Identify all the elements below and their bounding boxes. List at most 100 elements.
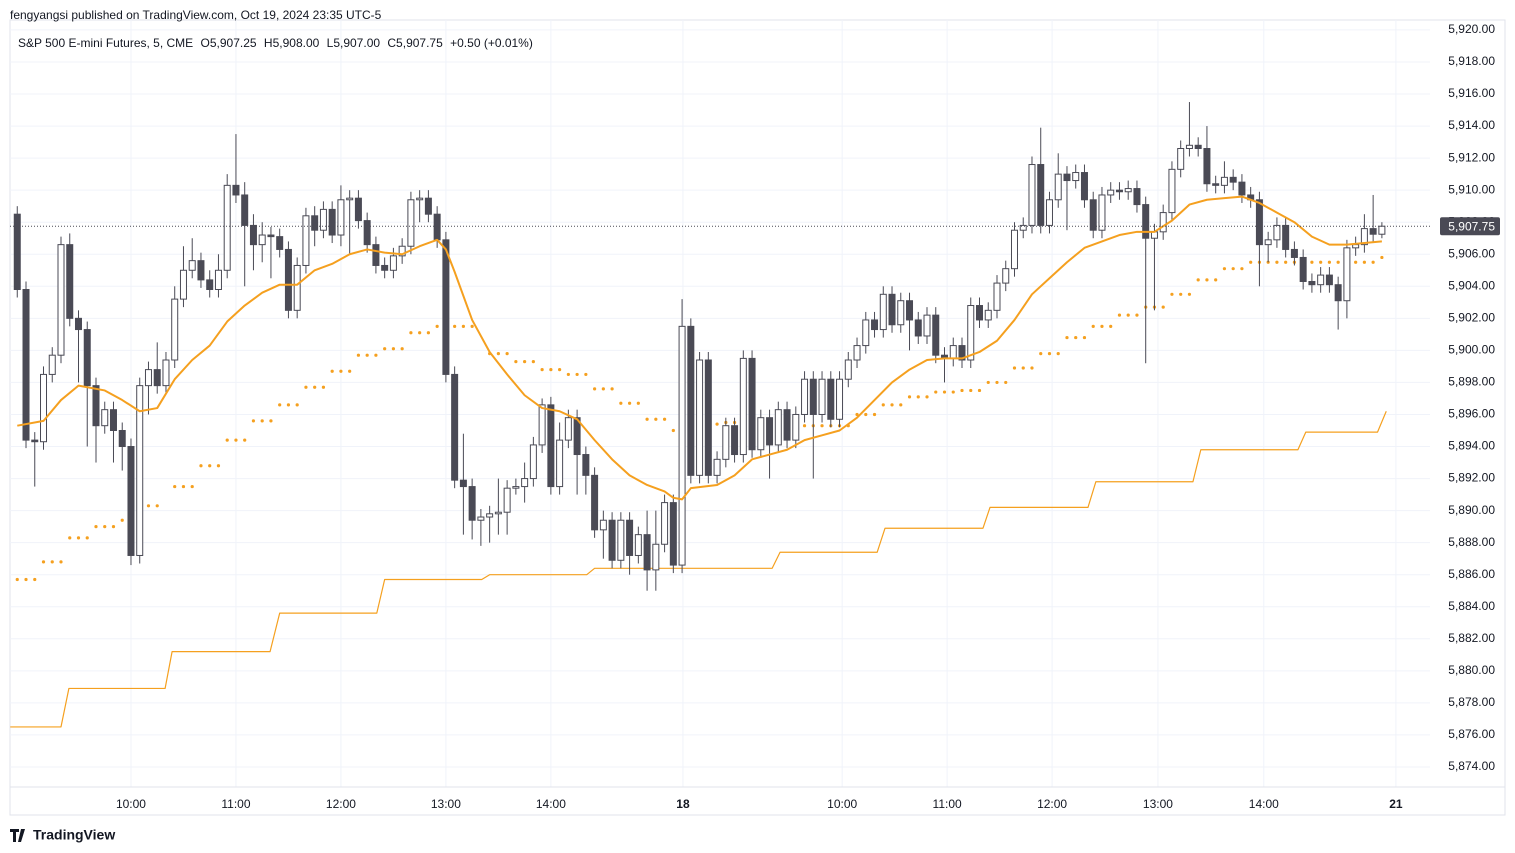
dot xyxy=(313,385,317,389)
x-tick-label: 11:00 xyxy=(933,797,962,811)
candle-body xyxy=(188,260,196,271)
y-tick-label: 5,890.00 xyxy=(1448,503,1495,517)
candle-body xyxy=(1133,188,1141,206)
dot xyxy=(15,577,19,582)
dot xyxy=(549,368,553,372)
dot xyxy=(1065,335,1069,340)
plot xyxy=(10,102,1430,728)
y-tick-label: 5,876.00 xyxy=(1448,727,1495,741)
y-tick-label: 5,898.00 xyxy=(1448,375,1495,389)
y-tick-label: 5,900.00 xyxy=(1448,343,1495,357)
dot xyxy=(1074,335,1078,340)
candle-body xyxy=(127,446,135,556)
ema-line xyxy=(17,195,1382,501)
candle-body xyxy=(83,329,91,387)
candle-body xyxy=(337,199,345,236)
candle-body xyxy=(328,208,336,236)
ohlc-low: L5,907.00 xyxy=(327,36,381,50)
x-tick-label: 21 xyxy=(1389,797,1403,811)
dot xyxy=(1100,324,1104,328)
dot xyxy=(173,484,177,489)
candle-body xyxy=(512,486,520,489)
candle-body xyxy=(888,293,896,326)
legend: S&P 500 E-mini Futures, 5, CME O5,907.25… xyxy=(18,36,533,50)
candle-body xyxy=(1369,228,1377,235)
y-tick-label: 5,896.00 xyxy=(1448,407,1495,421)
dot xyxy=(1030,366,1034,370)
candle-body xyxy=(748,357,756,451)
candle-body xyxy=(809,378,817,415)
dot xyxy=(820,424,824,428)
candle-body xyxy=(984,309,992,321)
dot xyxy=(1240,267,1244,271)
dot xyxy=(41,560,46,564)
ohlc-close: C5,907.75 xyxy=(387,36,443,50)
dot xyxy=(470,324,474,328)
candle-body xyxy=(354,197,362,222)
dot xyxy=(899,403,903,407)
candle-body xyxy=(1037,164,1045,226)
dot xyxy=(269,419,273,423)
dot xyxy=(1039,351,1043,356)
dot xyxy=(1336,260,1340,264)
dot xyxy=(146,504,151,508)
dot xyxy=(304,385,308,389)
dot xyxy=(934,390,938,394)
symbol: S&P 500 E-mini Futures, 5, CME xyxy=(18,36,193,50)
dot xyxy=(330,369,334,373)
y-tick-label: 5,902.00 xyxy=(1448,311,1495,325)
tradingview-logo: TradingView xyxy=(10,827,115,843)
candle-body xyxy=(1028,164,1036,226)
dot xyxy=(925,395,929,399)
candle-body xyxy=(949,345,957,359)
ohlc-high: H5,908.00 xyxy=(264,36,320,50)
candle-body xyxy=(626,519,634,556)
candle-body xyxy=(1343,247,1351,302)
dot xyxy=(1196,278,1200,282)
y-tick-label: 5,906.00 xyxy=(1448,246,1495,260)
candle-body xyxy=(1299,256,1307,282)
candle-body xyxy=(1089,199,1097,231)
dot xyxy=(1327,260,1332,264)
dot xyxy=(1161,305,1165,309)
dot xyxy=(496,351,500,356)
candle-body xyxy=(1264,239,1272,246)
dot xyxy=(1012,366,1017,370)
dot xyxy=(278,403,282,407)
candle-body xyxy=(556,439,564,488)
candle-body xyxy=(171,298,179,361)
dot xyxy=(348,369,352,373)
dot xyxy=(715,422,719,426)
candle-body xyxy=(731,425,739,456)
candle-body xyxy=(608,519,616,561)
candle-body xyxy=(958,345,966,361)
candle-body xyxy=(389,255,397,271)
candle-body xyxy=(451,373,459,481)
candle-body xyxy=(818,378,826,415)
candle-body xyxy=(757,417,765,451)
dot xyxy=(977,388,982,393)
x-tick-label: 18 xyxy=(676,797,690,811)
candle-body xyxy=(582,454,590,476)
dot xyxy=(251,419,256,423)
candle-body xyxy=(1019,224,1027,231)
candle-body xyxy=(302,215,310,266)
candle-body xyxy=(573,417,581,456)
candle-body xyxy=(442,239,450,375)
dot xyxy=(85,536,89,540)
dot xyxy=(1117,313,1122,317)
candle-body xyxy=(1142,204,1150,239)
candle-body xyxy=(1107,189,1115,196)
y-tick-label: 5,918.00 xyxy=(1448,54,1495,68)
dot xyxy=(523,360,527,364)
dot xyxy=(383,347,387,351)
published-header: fengyangsi published on TradingView.com,… xyxy=(10,8,382,22)
candle-body xyxy=(1308,280,1316,286)
candle-body xyxy=(897,300,905,326)
candle-body xyxy=(669,502,677,566)
x-tick-label: 12:00 xyxy=(1037,797,1067,811)
candle-body xyxy=(407,199,415,247)
candle-body xyxy=(1203,148,1211,185)
candle-body xyxy=(696,359,704,476)
ohlc-open: O5,907.25 xyxy=(201,36,257,50)
